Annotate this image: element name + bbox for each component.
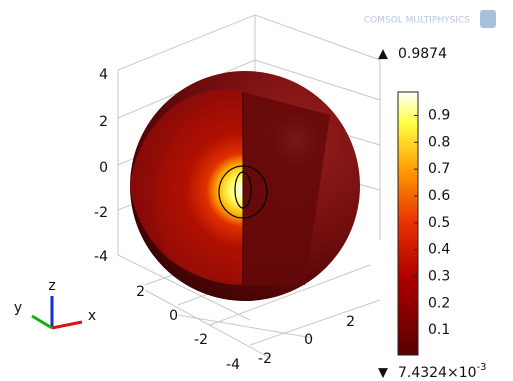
- axis-tick-label: -2: [194, 332, 208, 348]
- axis-tick-label: -2: [258, 351, 272, 367]
- colorbar-max-arrow: ▲: [378, 47, 388, 62]
- axis-tick-label: 0: [99, 160, 108, 176]
- triad: z x y: [14, 278, 96, 328]
- colorbar-min-arrow: ▼: [378, 366, 388, 381]
- colorbar-tick-label: 0.4: [428, 242, 450, 258]
- colorbar-min-mantissa: 7.4324×10: [398, 365, 477, 381]
- axis-tick-label: -2: [94, 205, 108, 221]
- axis-tick-label: 2: [136, 284, 145, 300]
- colorbar-tick-label: 0.1: [428, 322, 450, 338]
- triad-z: z: [48, 278, 55, 294]
- triad-x: x: [88, 308, 96, 324]
- colorbar-max: 0.9874: [398, 46, 447, 62]
- axis-tick-label: -4: [226, 357, 240, 373]
- axis-tick-label: 0: [169, 308, 178, 324]
- axis-tick-label: -4: [94, 249, 108, 265]
- axis-tick-label: 2: [346, 314, 355, 330]
- colorbar-tick-label: 0.8: [428, 134, 450, 150]
- triad-y: y: [14, 300, 22, 316]
- axis-tick-label: 0: [304, 332, 313, 348]
- axis-tick-label: 2: [99, 114, 108, 130]
- axis-tick-label: 4: [99, 67, 108, 83]
- colorbar-tick-label: 0.3: [428, 268, 450, 284]
- colorbar-tick-label: 0.9: [428, 107, 450, 123]
- colorbar-tick-label: 0.6: [428, 188, 450, 204]
- colorbar-tick-label: 0.2: [428, 295, 450, 311]
- colorbar: [398, 92, 418, 355]
- plot-window: COMSOL MULTIPHYSICS z x y ▲ 0.9874 ▼ 7.4…: [0, 0, 513, 381]
- colorbar-tick-label: 0.5: [428, 215, 450, 231]
- colorbar-min: 7.4324×10-3: [398, 362, 487, 381]
- sphere: [130, 71, 360, 301]
- colorbar-tick-label: 0.7: [428, 161, 450, 177]
- logo-icon: [480, 10, 496, 28]
- colorbar-min-exponent: -3: [477, 362, 487, 373]
- logo: COMSOL MULTIPHYSICS: [364, 16, 470, 26]
